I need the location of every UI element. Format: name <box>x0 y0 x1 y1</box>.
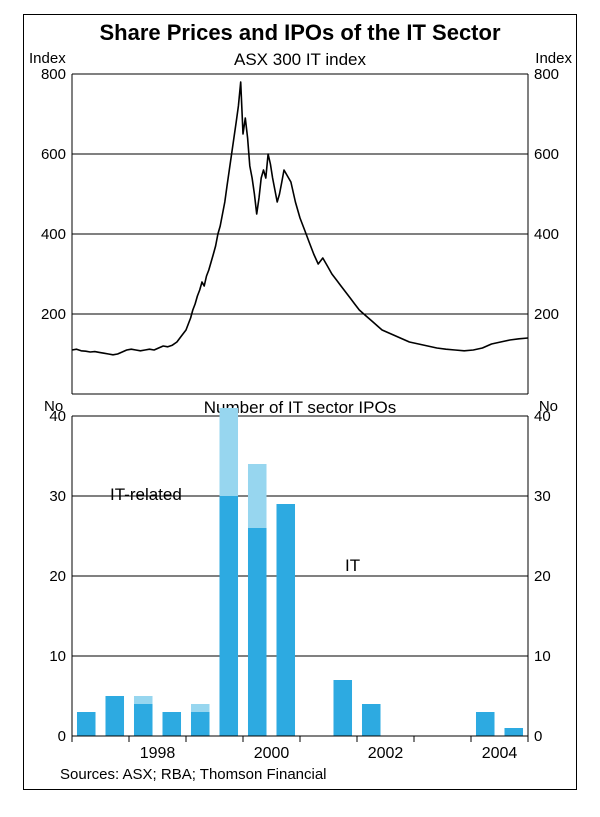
svg-text:800: 800 <box>534 66 559 83</box>
svg-text:0: 0 <box>58 728 66 745</box>
svg-text:2004: 2004 <box>482 745 518 762</box>
svg-text:1998: 1998 <box>140 745 176 762</box>
svg-text:20: 20 <box>534 568 551 585</box>
plot-svg: 200 200 400 400 600 600 800 800 0 0 10 10 20 20 30 30 40… <box>0 0 600 817</box>
svg-text:40: 40 <box>49 408 66 425</box>
svg-text:30: 30 <box>49 488 66 505</box>
chart-container: Share Prices and IPOs of the IT Sector I… <box>0 0 600 817</box>
svg-text:600: 600 <box>41 146 66 163</box>
svg-text:10: 10 <box>49 648 66 665</box>
svg-text:600: 600 <box>534 146 559 163</box>
svg-text:200: 200 <box>41 306 66 323</box>
svg-text:800: 800 <box>41 66 66 83</box>
svg-text:400: 400 <box>534 226 559 243</box>
svg-text:200: 200 <box>534 306 559 323</box>
svg-text:400: 400 <box>41 226 66 243</box>
svg-text:2000: 2000 <box>254 745 290 762</box>
svg-text:10: 10 <box>534 648 551 665</box>
svg-text:2002: 2002 <box>368 745 404 762</box>
svg-text:0: 0 <box>534 728 542 745</box>
svg-text:20: 20 <box>49 568 66 585</box>
svg-text:40: 40 <box>534 408 551 425</box>
svg-text:30: 30 <box>534 488 551 505</box>
